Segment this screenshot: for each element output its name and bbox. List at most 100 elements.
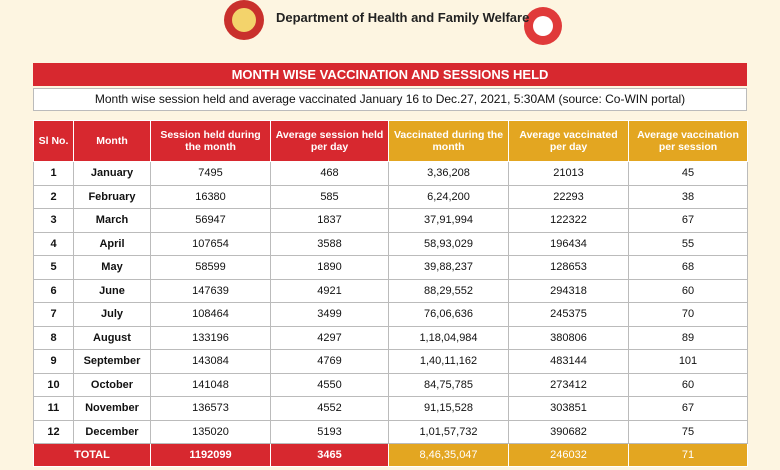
table-cell: 122322 [508, 208, 629, 233]
total-cell: 71 [628, 443, 748, 467]
table-cell: 2 [33, 184, 74, 209]
table-row: 3 March 56947 1837 37,91,994 122322 67 [33, 208, 748, 233]
table-cell: 3499 [270, 302, 389, 327]
table-row: 8 August 133196 4297 1,18,04,984 380806 89 [33, 325, 748, 350]
table-cell: 4297 [270, 325, 389, 350]
column-header: Average vaccinated per day [508, 120, 629, 162]
table-cell: 101 [628, 349, 748, 374]
table-row: 1 January 7495 468 3,36,208 21013 45 [33, 161, 748, 186]
table-cell: February [73, 184, 151, 209]
table-cell: 68 [628, 255, 748, 280]
table-cell: 1,18,04,984 [388, 325, 509, 350]
table-cell: 196434 [508, 231, 629, 256]
table-cell: 147639 [150, 278, 271, 303]
total-cell: 246032 [508, 443, 629, 467]
table-cell: 7 [33, 302, 74, 327]
table-cell: May [73, 255, 151, 280]
table-cell: 468 [270, 161, 389, 186]
table-cell: 5 [33, 255, 74, 280]
table-cell: October [73, 372, 151, 397]
table-cell: 22293 [508, 184, 629, 209]
table-row: 12 December 135020 5193 1,01,57,732 390682 75 [33, 419, 748, 444]
table-cell: September [73, 349, 151, 374]
table-cell: November [73, 396, 151, 421]
table-cell: 133196 [150, 325, 271, 350]
table-cell: 6,24,200 [388, 184, 509, 209]
table-cell: 9 [33, 349, 74, 374]
column-header: Session held during the month [150, 120, 271, 162]
table-cell: April [73, 231, 151, 256]
table-cell: January [73, 161, 151, 186]
table-cell: 58599 [150, 255, 271, 280]
table-cell: 3 [33, 208, 74, 233]
table-cell: 135020 [150, 419, 271, 444]
table-cell: 4550 [270, 372, 389, 397]
total-cell: 8,46,35,047 [388, 443, 509, 467]
table-row: 5 May 58599 1890 39,88,237 128653 68 [33, 255, 748, 280]
total-cell: TOTAL [33, 443, 151, 467]
total-cell: 1192099 [150, 443, 271, 467]
table-cell: 1837 [270, 208, 389, 233]
table-cell: 294318 [508, 278, 629, 303]
column-header: Average session held per day [270, 120, 389, 162]
column-header: Vaccinated during the month [388, 120, 509, 162]
table-cell: 4552 [270, 396, 389, 421]
table-row: 6 June 147639 4921 88,29,552 294318 60 [33, 278, 748, 303]
table-cell: March [73, 208, 151, 233]
table-cell: 75 [628, 419, 748, 444]
table-cell: 88,29,552 [388, 278, 509, 303]
total-row: TOTAL 1192099 3465 8,46,35,047 246032 71 [33, 443, 748, 467]
table-cell: 6 [33, 278, 74, 303]
table-cell: 55 [628, 231, 748, 256]
table-cell: 16380 [150, 184, 271, 209]
table-cell: 76,06,636 [388, 302, 509, 327]
table-cell: June [73, 278, 151, 303]
table-cell: 38 [628, 184, 748, 209]
nhm-center [533, 16, 553, 36]
table-cell: 58,93,029 [388, 231, 509, 256]
table-row: 11 November 136573 4552 91,15,528 303851 67 [33, 396, 748, 421]
table-row: 9 September 143084 4769 1,40,11,162 483144 101 [33, 349, 748, 374]
table-row: 10 October 141048 4550 84,75,785 273412 60 [33, 372, 748, 397]
table-cell: 56947 [150, 208, 271, 233]
table-cell: 60 [628, 278, 748, 303]
logos [224, 0, 562, 45]
table-cell: 585 [270, 184, 389, 209]
table-cell: 245375 [508, 302, 629, 327]
department-title: Department of Health and Family Welfare [276, 10, 530, 25]
table-cell: 37,91,994 [388, 208, 509, 233]
table-cell: 273412 [508, 372, 629, 397]
table-cell: 1890 [270, 255, 389, 280]
table-cell: 70 [628, 302, 748, 327]
total-cell: 3465 [270, 443, 389, 467]
table-cell: 3,36,208 [388, 161, 509, 186]
table-cell: 21013 [508, 161, 629, 186]
table-cell: 4921 [270, 278, 389, 303]
table-cell: 141048 [150, 372, 271, 397]
table-row: 2 February 16380 585 6,24,200 22293 38 [33, 184, 748, 209]
table-cell: 483144 [508, 349, 629, 374]
table-cell: 60 [628, 372, 748, 397]
table-body: 1 January 7495 468 3,36,208 21013 45 2 February 1… [33, 161, 748, 467]
table-cell: December [73, 419, 151, 444]
table-cell: 89 [628, 325, 748, 350]
table-cell: 1,01,57,732 [388, 419, 509, 444]
table-cell: 10 [33, 372, 74, 397]
table-cell: 12 [33, 419, 74, 444]
table-cell: 11 [33, 396, 74, 421]
table-cell: 107654 [150, 231, 271, 256]
table-cell: 91,15,528 [388, 396, 509, 421]
table-cell: 303851 [508, 396, 629, 421]
table-row: 4 April 107654 3588 58,93,029 196434 55 [33, 231, 748, 256]
table-cell: 8 [33, 325, 74, 350]
table-cell: 39,88,237 [388, 255, 509, 280]
table-cell: 390682 [508, 419, 629, 444]
column-header: Sl No. [33, 120, 74, 162]
table-cell: 84,75,785 [388, 372, 509, 397]
table-cell: July [73, 302, 151, 327]
table-cell: August [73, 325, 151, 350]
table-cell: 7495 [150, 161, 271, 186]
table-cell: 108464 [150, 302, 271, 327]
table-row: 7 July 108464 3499 76,06,636 245375 70 [33, 302, 748, 327]
